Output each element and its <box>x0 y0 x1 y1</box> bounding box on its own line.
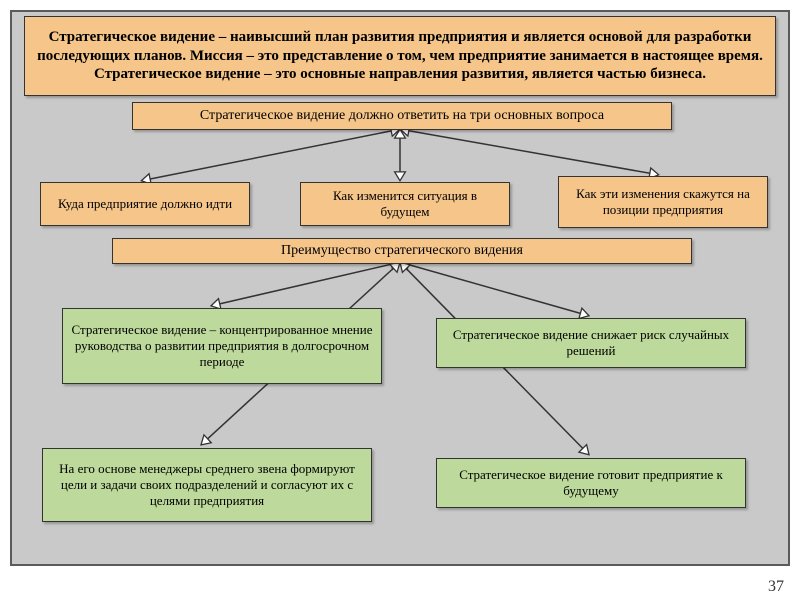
diagram-frame: Стратегическое видение – наивысший план … <box>10 10 790 566</box>
box-b7: Стратегическое видение – концентрированн… <box>62 308 382 384</box>
box-b9: На его основе менеджеры среднего звена ф… <box>42 448 372 522</box>
box-b10: Стратегическое видение готовит предприят… <box>436 458 746 508</box>
page-number: 37 <box>768 578 784 596</box>
box-b3: Куда предприятие должно идти <box>40 182 250 226</box>
box-b8: Стратегическое видение снижает риск случ… <box>436 318 746 368</box>
box-b1: Стратегическое видение – наивысший план … <box>24 16 776 96</box>
box-b4: Как изменится ситуация в будущем <box>300 182 510 226</box>
box-b2: Стратегическое видение должно ответить н… <box>132 102 672 130</box>
box-b5: Как эти изменения скажутся на позиции пр… <box>558 176 768 228</box>
box-b6: Преимущество стратегического видения <box>112 238 692 264</box>
